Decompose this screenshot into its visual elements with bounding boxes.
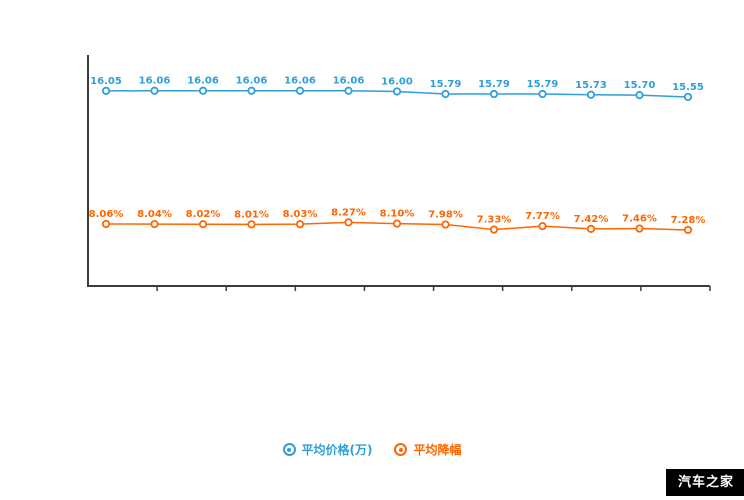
- data-point: [392, 87, 402, 96]
- data-point: [247, 86, 256, 95]
- data-label: 8.03%: [283, 209, 318, 220]
- data-label: 7.46%: [622, 214, 657, 225]
- data-label: 8.06%: [89, 209, 124, 220]
- data-point: [295, 86, 305, 95]
- chart-legend: 平均价格(万) 平均降幅: [0, 443, 744, 456]
- data-label: 16.05: [90, 76, 122, 87]
- data-point: [198, 86, 208, 95]
- data-point: [586, 224, 596, 233]
- data-label: 16.06: [333, 76, 365, 87]
- legend-label-average-price: 平均价格(万): [301, 442, 373, 457]
- data-point: [635, 224, 644, 233]
- data-label: 8.10%: [380, 209, 415, 220]
- data-label: 7.28%: [671, 215, 706, 226]
- data-label: 8.01%: [234, 209, 269, 220]
- data-label: 16.06: [236, 76, 268, 87]
- data-point: [198, 220, 208, 229]
- data-label: 7.33%: [477, 215, 512, 226]
- data-label: 16.06: [139, 76, 171, 87]
- autohome-watermark: 汽车之家: [665, 469, 744, 496]
- data-label: 15.79: [430, 79, 462, 90]
- data-point: [683, 92, 693, 102]
- legend-marker-blue-icon: [282, 443, 296, 456]
- data-point: [247, 220, 256, 229]
- data-label: 15.55: [672, 82, 704, 93]
- data-point: [441, 89, 450, 99]
- legend-item-average-price[interactable]: 平均价格(万): [282, 442, 373, 457]
- data-label: 7.77%: [525, 211, 560, 222]
- legend-label-average-discount: 平均降幅: [413, 442, 462, 457]
- data-point: [295, 220, 305, 229]
- data-point: [101, 86, 111, 95]
- data-label: 7.42%: [574, 214, 609, 225]
- data-label: 8.04%: [137, 209, 172, 220]
- data-point: [538, 222, 547, 231]
- data-point: [538, 89, 547, 99]
- data-label: 15.79: [527, 79, 559, 90]
- data-point: [586, 90, 596, 99]
- legend-dot-orange-icon: [398, 447, 403, 452]
- data-point: [683, 225, 693, 235]
- data-label: 8.27%: [331, 207, 366, 218]
- data-point: [150, 86, 159, 95]
- data-label: 8.02%: [186, 209, 221, 220]
- data-point: [441, 220, 450, 229]
- legend-marker-orange-icon: [394, 443, 408, 456]
- data-point: [489, 225, 499, 234]
- data-point: [344, 218, 353, 227]
- legend-dot-blue-icon: [287, 447, 291, 452]
- data-point: [101, 219, 111, 229]
- legend-item-average-discount[interactable]: 平均降幅: [394, 442, 462, 457]
- data-point: [635, 91, 644, 100]
- data-label: 16.06: [187, 76, 219, 87]
- data-label: 15.70: [624, 80, 656, 91]
- data-point: [392, 219, 402, 228]
- data-point: [489, 89, 499, 99]
- data-label: 15.79: [478, 79, 510, 90]
- data-label: 7.98%: [428, 210, 463, 221]
- data-label: 16.00: [381, 76, 413, 87]
- data-label: 16.06: [284, 76, 316, 87]
- data-point: [150, 219, 159, 229]
- data-label: 15.73: [575, 80, 607, 91]
- data-point: [344, 86, 353, 95]
